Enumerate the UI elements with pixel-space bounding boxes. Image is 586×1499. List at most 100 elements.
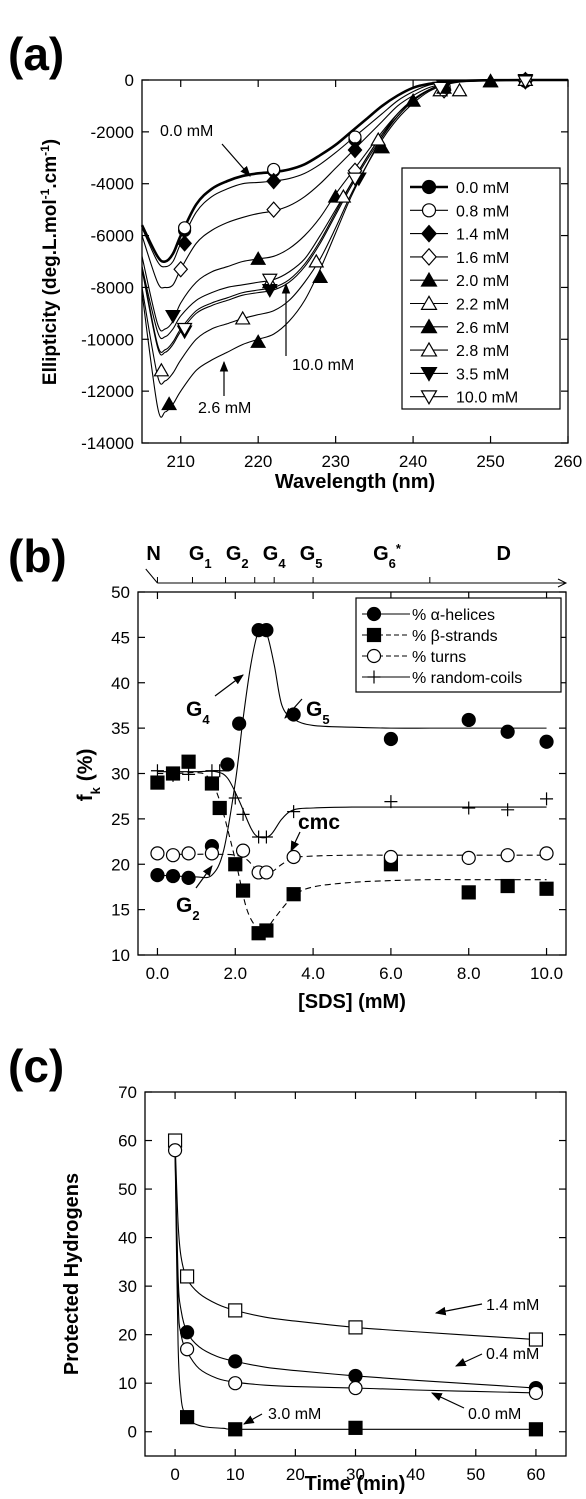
curve-10-0-mM <box>141 79 569 353</box>
region-label-main: N <box>146 543 160 565</box>
marker--random-coils <box>182 767 196 781</box>
marker-2-6-mM <box>482 73 499 88</box>
panel-c-arrow-00mM <box>431 1392 465 1409</box>
marker-2-8-mM <box>370 131 387 146</box>
curve--random-coils <box>157 770 547 839</box>
marker--strands <box>235 883 251 898</box>
marker-2-6-mM <box>250 334 267 348</box>
region-label-sub: 5 <box>315 556 322 571</box>
x-tick-label: 230 <box>321 452 349 471</box>
marker-2-0-mM <box>405 92 422 107</box>
legend-marker <box>420 366 438 382</box>
marker-10-0-mM <box>261 273 278 288</box>
x-tick-label: 8.0 <box>457 964 481 983</box>
legend-label: 1.6 mM <box>456 250 509 267</box>
x-tick-label: 250 <box>476 452 504 471</box>
region-label-main: D <box>497 543 511 565</box>
region-label: D <box>497 543 511 565</box>
panel-c-markers <box>167 1133 544 1437</box>
legend-marker <box>421 224 437 243</box>
marker--helices <box>383 731 399 747</box>
legend-marker <box>367 670 381 684</box>
legend-marker <box>421 179 437 195</box>
marker--strands <box>259 923 274 938</box>
marker-0-4-mM <box>348 1368 363 1384</box>
panel-a-label: (a) <box>8 28 64 80</box>
marker-10-0-mM <box>432 81 449 96</box>
marker--strands <box>181 754 196 769</box>
marker--strands <box>228 857 243 872</box>
y-tick-label: -2000 <box>91 123 134 142</box>
panel-c-x-ticks: 0 10 20 30 40 50 60 <box>170 1092 545 1484</box>
region-label: G6* <box>373 541 402 571</box>
curve--helices <box>157 627 547 879</box>
marker--random-coils <box>236 807 250 821</box>
panel-a-frame <box>141 79 569 444</box>
region-label-main: G <box>300 543 316 565</box>
region-label-sup: * <box>396 541 402 556</box>
legend-label: % turns <box>412 649 466 666</box>
region-label: G1 <box>189 543 212 571</box>
marker--random-coils <box>150 764 164 778</box>
marker--helices <box>165 868 181 884</box>
y-tick-label: 45 <box>111 628 130 647</box>
marker-0-8-mM <box>348 130 362 144</box>
marker--strands <box>212 800 227 816</box>
legend-label: % α-helices <box>412 607 495 624</box>
marker-3-0-mM <box>180 1410 195 1425</box>
x-tick-label: 6.0 <box>379 964 403 983</box>
x-tick-label: 20 <box>286 1465 305 1484</box>
panel-c-annotation-14mM: 1.4 mM <box>486 1297 539 1314</box>
y-tick-label: 50 <box>111 583 130 602</box>
region-label: G4 <box>263 543 287 571</box>
marker--helices <box>461 712 476 728</box>
marker-2-6-mM <box>312 269 329 284</box>
marker-0-0-mM <box>348 1380 363 1396</box>
marker-10-0-mM <box>176 322 193 337</box>
y-tick-label: 0 <box>128 1423 137 1442</box>
panel-b-annotation-cmc: cmc <box>298 811 340 834</box>
marker--turns <box>461 850 476 865</box>
marker-10-0-mM <box>347 172 363 187</box>
region-label: G5 <box>300 543 323 571</box>
marker-0-8-mM <box>178 221 192 235</box>
x-tick-label: 2.0 <box>223 964 247 983</box>
legend-marker <box>420 341 438 357</box>
marker--helices <box>220 757 235 772</box>
legend-label: 10.0 mM <box>456 390 518 407</box>
marker-2-8-mM <box>308 253 325 268</box>
marker--turns <box>235 843 251 858</box>
panel-a-markers <box>153 71 534 411</box>
marker--helices <box>259 623 274 638</box>
marker--random-coils <box>228 791 242 805</box>
legend-marker <box>420 271 438 287</box>
marker--random-coils <box>166 768 180 782</box>
y-tick-label: 20 <box>111 855 130 874</box>
region-label-main: G <box>373 543 389 565</box>
marker-2-2-mM <box>335 188 352 203</box>
panel-b-arrow-cmc <box>290 831 301 852</box>
marker-1-4-mM <box>228 1303 243 1318</box>
marker-3-0-mM <box>348 1420 363 1435</box>
panel-a-x-axis-label: Wavelength (nm) <box>275 471 435 493</box>
x-tick-label: 60 <box>526 1465 545 1484</box>
marker-2-6-mM <box>374 139 391 154</box>
marker-2-0-mM <box>250 251 267 265</box>
panel-a-arrow-0mM <box>221 143 251 177</box>
y-tick-label: -12000 <box>81 382 134 401</box>
legend-label: 3.5 mM <box>456 366 509 383</box>
marker--random-coils <box>287 805 301 819</box>
region-label-sub: 6 <box>389 556 396 571</box>
marker--turns <box>383 849 399 865</box>
y-tick-label: -14000 <box>81 434 134 453</box>
panel-c-annotation-04mM: 0.4 mM <box>486 1346 539 1363</box>
legend-label: % random-coils <box>412 670 522 687</box>
y-tick-label: 40 <box>111 674 130 693</box>
region-label-sub: 2 <box>241 556 248 571</box>
marker-1-4-mM <box>348 1320 363 1335</box>
panel-c-annotation-30mM: 3.0 mM <box>268 1406 321 1423</box>
marker--turns <box>165 848 181 863</box>
marker--strands <box>500 878 515 894</box>
panel-c-arrow-30mM <box>243 1413 263 1425</box>
